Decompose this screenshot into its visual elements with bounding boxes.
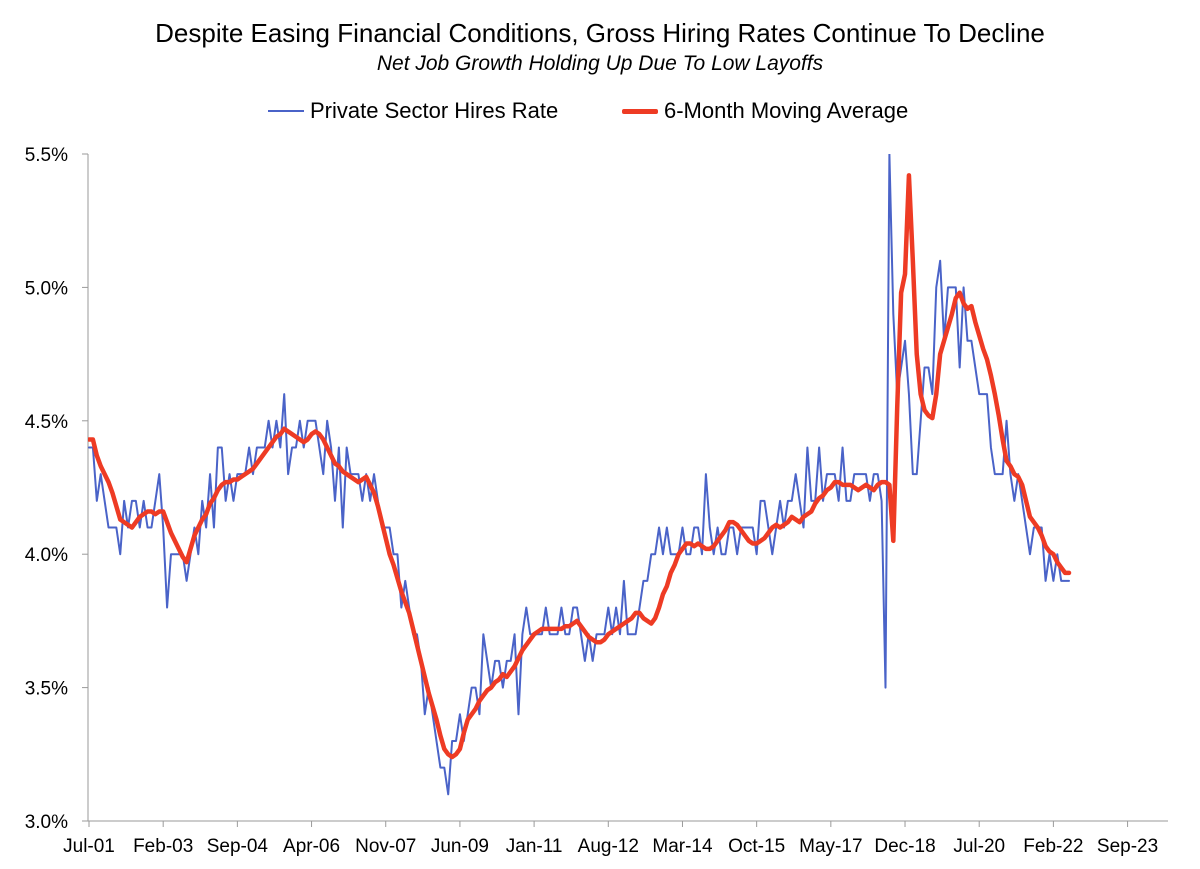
- legend-swatch-hires-rate: [268, 110, 304, 112]
- x-tick-label: Nov-07: [355, 836, 416, 857]
- legend-item-moving-average: 6-Month Moving Average: [622, 96, 908, 126]
- y-tick-label: 5.0%: [25, 278, 68, 299]
- x-tick-label: Apr-06: [283, 836, 340, 857]
- legend-label-hires-rate: Private Sector Hires Rate: [310, 98, 559, 123]
- y-tick-label: 3.0%: [25, 812, 68, 833]
- y-tick-label: 3.5%: [25, 679, 68, 700]
- x-tick-label: Aug-12: [578, 836, 639, 857]
- y-tick-label: 5.5%: [25, 145, 68, 166]
- x-tick-label: Jul-01: [63, 836, 115, 857]
- series-line-hires-rate: [88, 154, 1071, 796]
- series-layer: [88, 154, 1072, 796]
- x-tick-label: Jun-09: [431, 836, 489, 857]
- y-tick-label: 4.5%: [25, 412, 68, 433]
- chart-subtitle: Net Job Growth Holding Up Due To Low Lay…: [376, 52, 824, 75]
- legend-label-moving-average: 6-Month Moving Average: [664, 98, 909, 123]
- legend: Private Sector Hires Rate 6-Month Moving…: [0, 96, 1200, 126]
- x-tick-label: Oct-15: [728, 836, 785, 857]
- x-tick-label: Dec-18: [874, 836, 935, 857]
- chart-title: Despite Easing Financial Conditions, Gro…: [155, 18, 1045, 48]
- y-tick-label: 4.0%: [25, 545, 68, 566]
- x-tick-label: Feb-03: [133, 836, 193, 857]
- x-tick-label: Sep-23: [1097, 836, 1158, 857]
- x-tick-label: May-17: [799, 836, 862, 857]
- x-tick-label: Mar-14: [652, 836, 713, 857]
- x-tick-label: Feb-22: [1023, 836, 1083, 857]
- x-tick-label: Sep-04: [207, 836, 269, 857]
- legend-item-hires-rate: Private Sector Hires Rate: [268, 96, 558, 126]
- x-tick-label: Jan-11: [506, 836, 563, 857]
- series-line-moving-average: [88, 173, 1072, 760]
- axes: 3.0% 3.5% 4.0% 4.5% 5.0% 5.5% Jul-01 Feb-03 Sep-…: [25, 145, 1168, 857]
- legend-swatch-moving-average: [622, 108, 658, 114]
- x-tick-label: Jul-20: [953, 836, 1005, 857]
